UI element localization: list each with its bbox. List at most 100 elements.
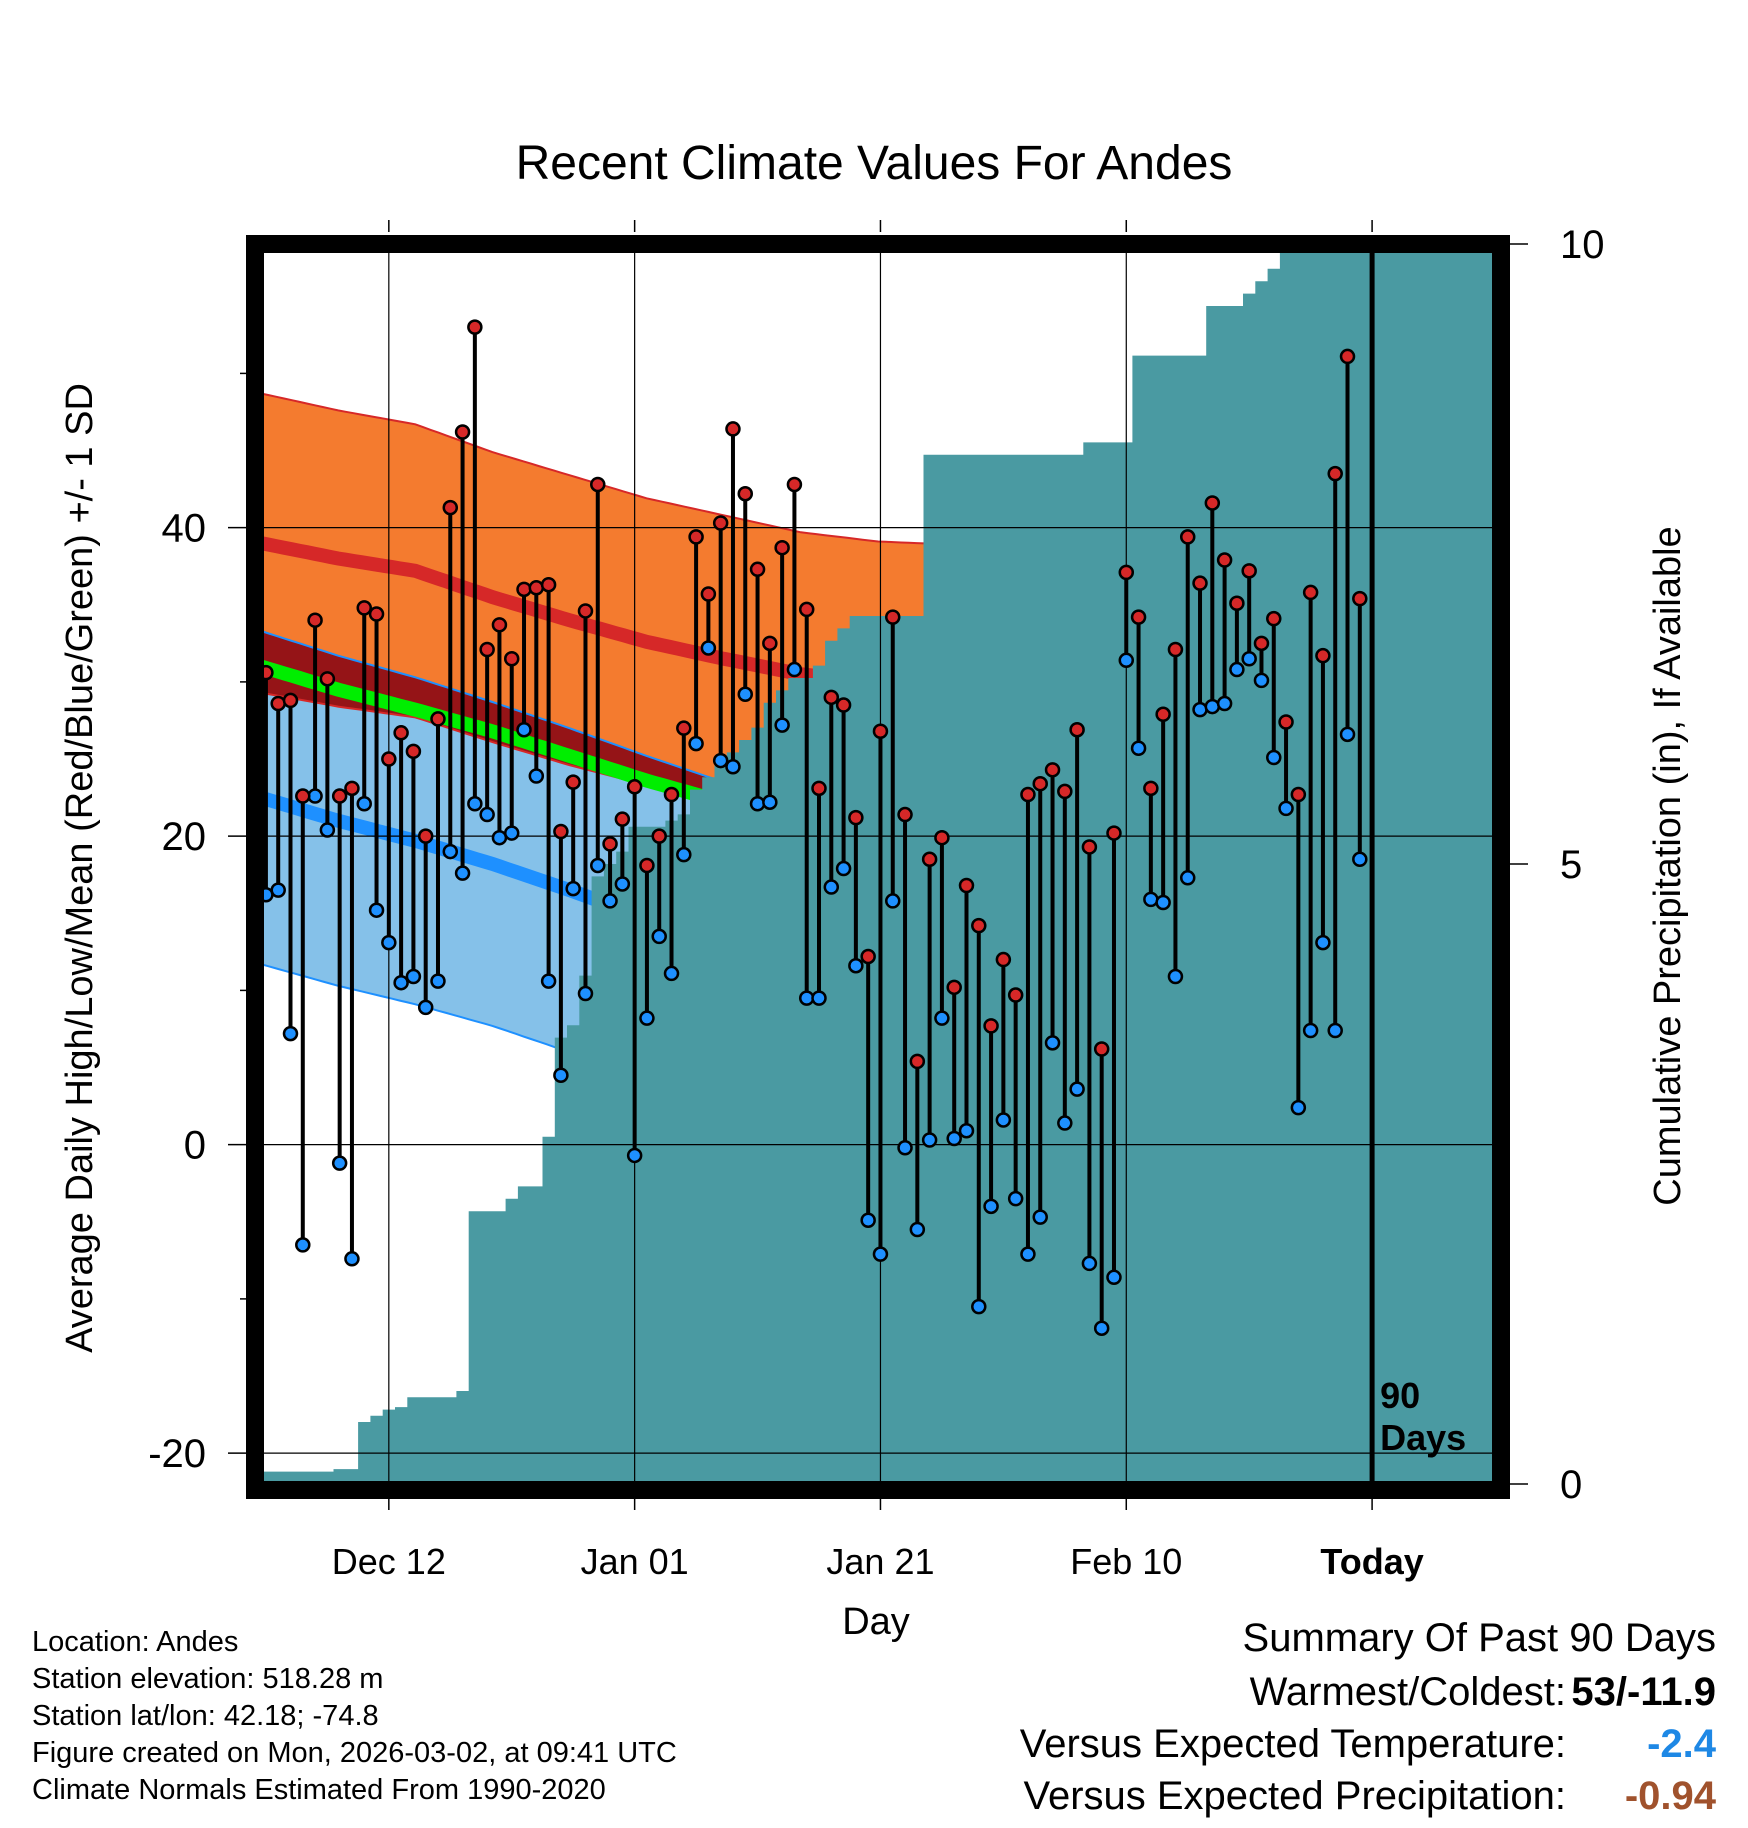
daily-high-point bbox=[639, 857, 655, 874]
daily-high-point bbox=[1352, 590, 1368, 607]
daily-high-point bbox=[1339, 348, 1356, 365]
daily-low-point bbox=[1204, 698, 1221, 715]
daily-high-point bbox=[1106, 825, 1122, 841]
daily-high-point bbox=[1057, 783, 1073, 800]
summary-header: Summary Of Past 90 Days bbox=[1242, 1616, 1716, 1660]
daily-high-point bbox=[331, 788, 348, 804]
daily-high-point bbox=[884, 609, 901, 625]
summary-warmest-row: Warmest/Coldest: 53/-11.9 bbox=[1250, 1670, 1716, 1715]
daily-high-point bbox=[516, 581, 532, 598]
daily-high-point bbox=[590, 476, 606, 493]
daily-low-point bbox=[1192, 701, 1208, 718]
daily-low-point bbox=[848, 957, 864, 974]
daily-high-point bbox=[1179, 529, 1196, 545]
daily-low-point bbox=[1352, 851, 1368, 868]
y2-tick-label: 0 bbox=[1560, 1463, 1582, 1507]
daily-low-point bbox=[602, 893, 618, 909]
daily-low-point bbox=[1106, 1269, 1122, 1286]
daily-high-point bbox=[417, 828, 434, 844]
daily-low-point bbox=[860, 1212, 876, 1228]
daily-high-point bbox=[1143, 780, 1159, 797]
daily-low-point bbox=[737, 686, 754, 702]
daily-low-point bbox=[995, 1112, 1012, 1128]
daily-high-point bbox=[983, 1018, 999, 1034]
y-tick-label: -20 bbox=[148, 1432, 206, 1476]
daily-low-point bbox=[1118, 652, 1135, 669]
daily-high-point bbox=[1216, 552, 1233, 568]
daily-high-point bbox=[1118, 564, 1135, 581]
daily-high-point bbox=[1290, 786, 1307, 803]
daily-high-point bbox=[909, 1053, 926, 1070]
daily-high-point bbox=[1032, 775, 1048, 792]
daily-low-point bbox=[405, 968, 422, 985]
daily-high-point bbox=[663, 786, 680, 803]
daily-low-point bbox=[356, 796, 372, 812]
daily-high-point bbox=[553, 823, 569, 840]
daily-low-point bbox=[417, 999, 434, 1016]
info-location: Location: Andes bbox=[32, 1626, 239, 1658]
daily-high-point bbox=[491, 617, 508, 633]
daily-high-point bbox=[872, 723, 889, 740]
daily-high-point bbox=[430, 711, 446, 727]
daily-high-point bbox=[774, 539, 790, 556]
today-label-days-count: 90 bbox=[1380, 1375, 1420, 1416]
daily-high-point bbox=[762, 635, 778, 652]
daily-low-point bbox=[393, 974, 409, 991]
daily-high-point bbox=[528, 580, 545, 596]
daily-low-point bbox=[700, 640, 717, 656]
daily-low-point bbox=[1216, 695, 1233, 712]
daily-high-point bbox=[1241, 563, 1257, 579]
daily-low-point bbox=[442, 843, 459, 860]
daily-low-point bbox=[1339, 726, 1356, 743]
summary-precip-value: -0.94 bbox=[1624, 1774, 1716, 1818]
x-tick-label: Jan 21 bbox=[826, 1541, 934, 1582]
daily-high-point bbox=[786, 476, 803, 493]
daily-high-point bbox=[725, 421, 741, 437]
daily-low-point bbox=[368, 902, 385, 918]
daily-low-point bbox=[663, 965, 680, 982]
daily-high-point bbox=[860, 948, 876, 965]
daily-low-point bbox=[712, 752, 729, 769]
daily-low-point bbox=[983, 1198, 999, 1215]
daily-low-point bbox=[553, 1067, 569, 1083]
daily-low-point bbox=[971, 1298, 987, 1315]
daily-low-point bbox=[1143, 891, 1159, 908]
daily-low-point bbox=[282, 1025, 299, 1042]
daily-high-point bbox=[577, 603, 594, 619]
daily-high-point bbox=[1069, 721, 1085, 738]
daily-high-point bbox=[676, 720, 692, 736]
daily-low-point bbox=[1167, 968, 1184, 985]
daily-low-point bbox=[1278, 800, 1294, 817]
daily-high-point bbox=[467, 319, 483, 335]
daily-high-point bbox=[1278, 714, 1294, 730]
daily-low-point bbox=[1130, 740, 1147, 756]
daily-high-point bbox=[356, 600, 372, 616]
daily-low-point bbox=[946, 1130, 962, 1147]
daily-high-point bbox=[651, 828, 667, 844]
y2-axis-title: Cumulative Precipitation (in), If Availa… bbox=[1647, 526, 1689, 1205]
daily-low-point bbox=[872, 1246, 889, 1262]
daily-high-point bbox=[381, 751, 397, 767]
daily-low-point bbox=[270, 882, 286, 898]
daily-low-point bbox=[1253, 672, 1270, 689]
daily-low-point bbox=[1327, 1022, 1343, 1039]
daily-low-point bbox=[479, 806, 495, 823]
daily-high-point bbox=[1167, 641, 1184, 658]
daily-low-point bbox=[503, 825, 520, 841]
daily-low-point bbox=[1093, 1320, 1110, 1336]
daily-high-point bbox=[835, 697, 852, 713]
daily-low-point bbox=[639, 1010, 655, 1026]
daily-low-point bbox=[467, 796, 483, 812]
daily-high-point bbox=[1266, 610, 1282, 627]
daily-low-point bbox=[811, 990, 827, 1006]
daily-high-point bbox=[946, 979, 962, 996]
daily-low-point bbox=[1290, 1099, 1307, 1116]
daily-low-point bbox=[381, 934, 397, 951]
daily-high-point bbox=[295, 788, 311, 804]
daily-high-point bbox=[897, 806, 913, 823]
daily-low-point bbox=[344, 1251, 360, 1267]
daily-low-point bbox=[454, 865, 471, 881]
daily-high-point bbox=[270, 695, 286, 712]
